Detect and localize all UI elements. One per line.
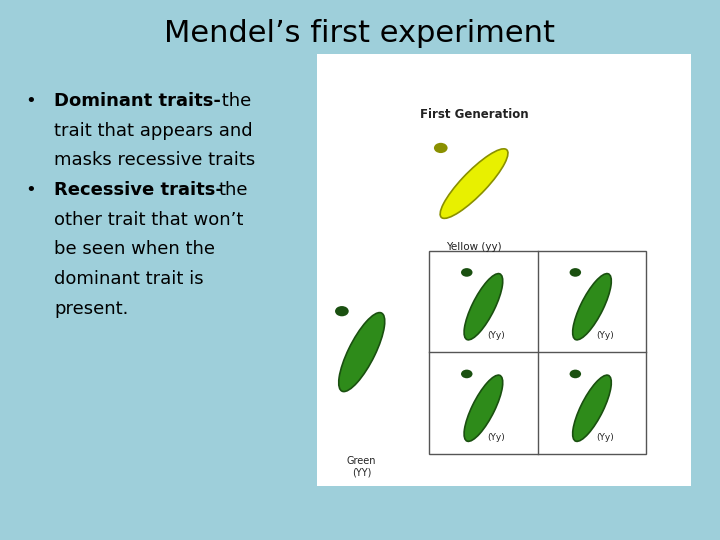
Text: (Yy): (Yy) [487,331,505,340]
Text: trait that appears and: trait that appears and [54,122,253,139]
Ellipse shape [464,375,503,441]
Bar [429,251,647,454]
Text: Mendel’s first experiment: Mendel’s first experiment [164,19,556,48]
Text: present.: present. [54,300,128,318]
Ellipse shape [572,274,611,340]
Text: Dominant traits-: Dominant traits- [54,92,221,110]
Text: Green
(YY): Green (YY) [347,456,377,478]
Text: •: • [25,181,36,199]
Ellipse shape [570,268,581,276]
Text: Yellow (yy): Yellow (yy) [446,242,502,252]
Text: other trait that won’t: other trait that won’t [54,211,243,228]
Text: Recessive traits-: Recessive traits- [54,181,223,199]
Text: •: • [25,92,36,110]
Text: (Yy): (Yy) [596,433,614,442]
Ellipse shape [572,375,611,441]
Ellipse shape [434,143,448,153]
Ellipse shape [461,268,472,276]
Text: First Generation: First Generation [420,108,528,121]
Text: (Yy): (Yy) [487,433,505,442]
Text: dominant trait is: dominant trait is [54,270,204,288]
Ellipse shape [461,369,472,378]
Bar [317,54,691,486]
Ellipse shape [338,313,384,392]
Text: the: the [216,92,251,110]
Text: (Yy): (Yy) [596,331,614,340]
Ellipse shape [440,149,508,218]
Text: masks recessive traits: masks recessive traits [54,151,256,169]
Ellipse shape [570,369,581,378]
Text: the: the [218,181,248,199]
Ellipse shape [335,306,348,316]
Ellipse shape [464,274,503,340]
Text: be seen when the: be seen when the [54,240,215,258]
